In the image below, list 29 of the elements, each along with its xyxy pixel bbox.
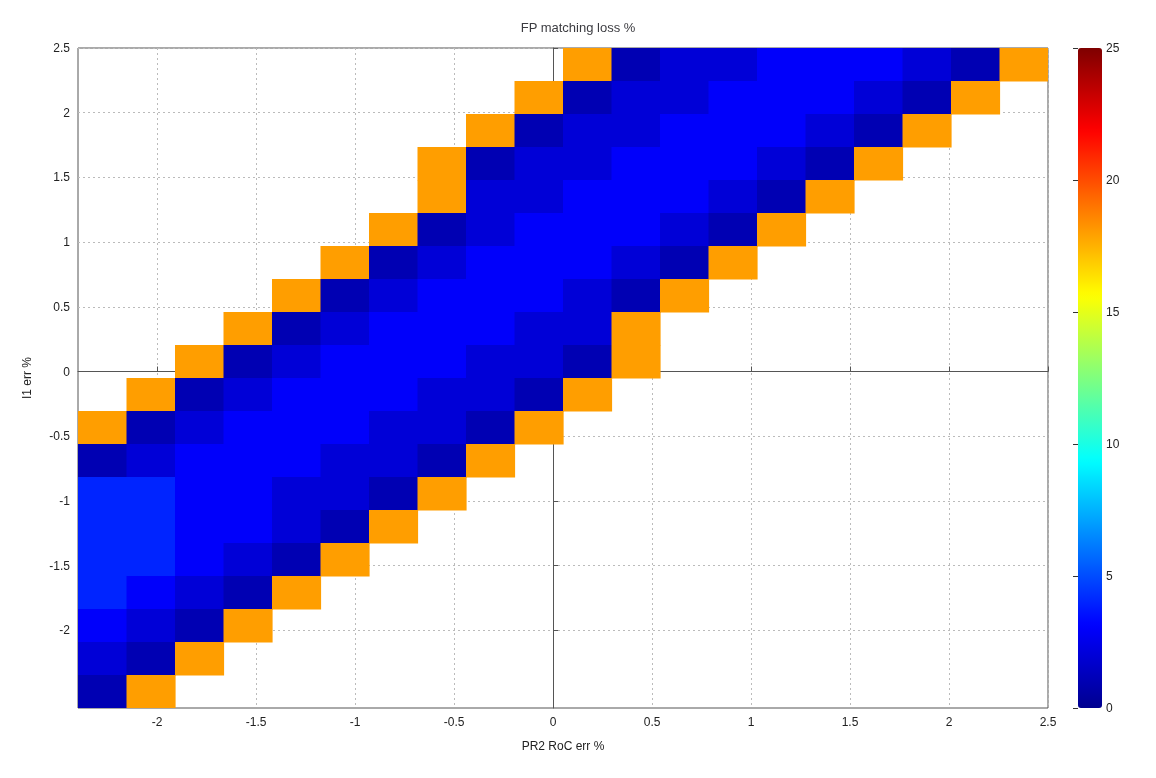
- x-axis-title: PR2 RoC err %: [521, 739, 605, 753]
- x-tick-label: 1.5: [841, 715, 859, 729]
- color-bar-label: 15: [1106, 305, 1120, 319]
- y-tick-label: 2.5: [53, 41, 71, 55]
- x-tick-label: -0.5: [443, 715, 465, 729]
- x-tick-label: -1: [349, 715, 361, 729]
- color-bar-label: 20: [1106, 173, 1120, 187]
- x-tick-label: 1: [747, 715, 755, 729]
- color-bar-label: 25: [1106, 41, 1120, 55]
- y-tick-label: 2: [63, 105, 71, 120]
- x-tick-label: 0: [549, 715, 557, 729]
- x-tick-label: 2: [945, 715, 953, 729]
- color-bar-label: 10: [1106, 437, 1120, 451]
- y-tick-label: 1: [63, 235, 71, 250]
- y-tick-label: -0.5: [49, 429, 71, 444]
- y-axis-title: I1 err %: [20, 356, 34, 400]
- y-tick-label: 0: [63, 364, 71, 379]
- x-tick-label: 0.5: [643, 715, 661, 729]
- y-tick-label: 1.5: [53, 170, 71, 185]
- color-bar-label: 5: [1106, 569, 1113, 583]
- color-bar-label: 0: [1106, 701, 1113, 715]
- x-tick-label: -1.5: [245, 715, 267, 729]
- y-tick-label: -1: [59, 493, 71, 508]
- y-tick-label: -2: [59, 623, 71, 638]
- x-tick-label: 2.5: [1039, 715, 1057, 729]
- y-tick-label: -1.5: [49, 558, 71, 573]
- chart-title: FP matching loss %: [520, 20, 636, 35]
- y-tick-label: 0.5: [53, 299, 71, 314]
- x-tick-label: -2: [151, 715, 163, 729]
